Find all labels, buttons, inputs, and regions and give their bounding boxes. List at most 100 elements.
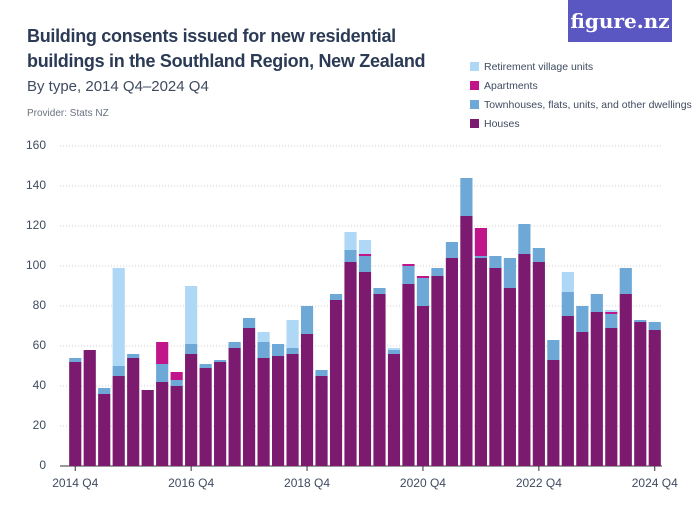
bar-segment [170, 386, 183, 466]
bar-segment [518, 224, 531, 254]
bar-segment [156, 382, 169, 466]
bar-segment [127, 358, 140, 466]
bar-segment [474, 256, 487, 258]
y-tick-label: 80 [33, 298, 47, 312]
bar-segment [489, 268, 502, 466]
bar-segment [271, 344, 285, 356]
y-tick-label: 140 [26, 178, 46, 192]
bar-segment [605, 328, 618, 466]
bar-segment [257, 358, 270, 466]
bar-segment [344, 262, 357, 466]
bar-segment [83, 350, 96, 466]
bar-segment [170, 380, 183, 386]
bar-segment [416, 276, 430, 278]
x-tick-label: 2014 Q4 [52, 476, 98, 490]
legend-label: Townhouses, flats, units, and other dwel… [484, 99, 692, 111]
y-tick-label: 100 [26, 258, 46, 272]
bar-segment [112, 268, 125, 366]
bar-segment [344, 250, 357, 262]
bar-segment [561, 272, 574, 292]
legend-label: Apartments [484, 80, 538, 92]
bar-segment [561, 292, 574, 316]
bar-segment [373, 288, 386, 294]
bar-segment [214, 362, 227, 466]
bar-segment [185, 354, 198, 466]
provider: Provider: Stats NZ [27, 108, 109, 119]
bar-segment [329, 300, 343, 466]
x-tick-label: 2016 Q4 [168, 476, 214, 490]
y-tick-label: 160 [26, 138, 46, 152]
legend-label: Houses [484, 118, 520, 130]
bar-segment [257, 342, 270, 358]
bar-segment [199, 368, 212, 466]
bar-segment [402, 266, 415, 284]
x-tick-label: 2022 Q4 [516, 476, 562, 490]
bar-segment [474, 258, 487, 466]
bar-segment [141, 390, 154, 466]
bar-segment [605, 314, 618, 328]
bar-segment [619, 268, 632, 294]
bar-segment [156, 364, 169, 382]
y-tick-label: 120 [26, 218, 46, 232]
bar-segment [431, 276, 444, 466]
bar-segment [590, 294, 603, 312]
bar-segment [619, 294, 632, 466]
bar-segment [532, 262, 545, 466]
bar-segment [344, 232, 357, 250]
legend-swatch [470, 62, 479, 71]
bar-segment [576, 306, 589, 332]
chart-title: Building consents issued for new residen… [27, 26, 426, 71]
bar-segment [69, 358, 82, 362]
bar-segment [98, 394, 111, 466]
bar-segment [460, 178, 473, 216]
bar-segment [576, 332, 589, 466]
bar-segment [605, 310, 618, 312]
bar-segment [503, 258, 516, 288]
bar-segment [460, 216, 473, 466]
legend-swatch [470, 100, 479, 109]
bar-segment [271, 356, 285, 466]
bar-segment [387, 354, 401, 466]
bar-segment [214, 360, 227, 362]
bar-segment [69, 362, 82, 466]
bar-segment [286, 320, 299, 348]
legend-swatch [470, 119, 479, 128]
x-tick-label: 2020 Q4 [400, 476, 446, 490]
legend-swatch [470, 81, 479, 90]
bar-segment [634, 322, 647, 466]
bar-segment [170, 372, 183, 380]
bar-segment [243, 318, 256, 328]
bar-segment [634, 320, 647, 322]
bar-segment [590, 312, 603, 466]
bar-segment [474, 228, 487, 256]
bar-segment [286, 354, 299, 466]
y-tick-label: 60 [33, 338, 47, 352]
logo[interactable]: figure.nz [568, 0, 672, 42]
bar-segment [228, 342, 241, 348]
bar-segment [402, 264, 415, 266]
bar-segment [112, 376, 125, 466]
bar-segment [257, 332, 270, 342]
bar-segment [547, 340, 560, 360]
bar-segment [547, 360, 560, 466]
bar-segment [532, 248, 545, 262]
bar-segment [286, 348, 299, 354]
bar-segment [185, 286, 198, 344]
bar-segment [127, 354, 140, 358]
x-tick-label: 2024 Q4 [632, 476, 678, 490]
y-tick-label: 40 [33, 378, 47, 392]
bar-segment [156, 342, 169, 364]
bar-segment [185, 344, 198, 354]
x-tick-label: 2018 Q4 [284, 476, 330, 490]
bar-segment [431, 268, 444, 276]
bar-segment [445, 258, 459, 466]
y-tick-label: 20 [33, 418, 47, 432]
bar-segment [402, 284, 415, 466]
bar-segment [358, 240, 372, 254]
legend-label: Retirement village units [484, 61, 593, 73]
bar-segment [300, 306, 314, 334]
bar-segment [416, 306, 430, 466]
bar-segment [112, 366, 125, 376]
